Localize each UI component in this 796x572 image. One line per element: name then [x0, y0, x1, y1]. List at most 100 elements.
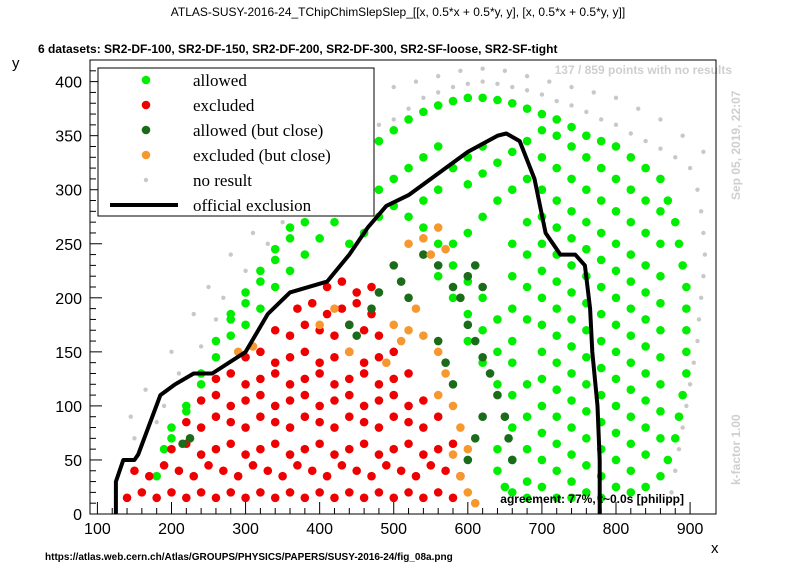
- no-result-point: [435, 74, 441, 79]
- allowed-point: [641, 342, 650, 351]
- allowed-point: [582, 152, 591, 162]
- allowed-point: [567, 423, 576, 432]
- excluded-close-point: [330, 304, 339, 313]
- excluded-point: [226, 417, 236, 427]
- excluded-point: [389, 412, 399, 422]
- allowed-point: [582, 131, 591, 140]
- legend: allowed excluded allowed (but close) exclud…: [97, 67, 375, 217]
- allowed-point: [656, 471, 665, 481]
- allowed-point: [626, 250, 636, 259]
- allowed-close-point: [404, 293, 413, 303]
- allowed-point: [641, 261, 650, 270]
- no-result-point: [524, 88, 530, 93]
- no-result-point: [198, 344, 204, 349]
- excluded-point: [359, 358, 369, 367]
- excluded-close-point: [463, 444, 473, 454]
- no-result-point: [265, 241, 270, 246]
- allowed-point: [500, 482, 510, 492]
- no-result-point: [161, 403, 167, 409]
- excluded-close-point: [448, 450, 458, 459]
- excluded-close-point: [441, 369, 450, 378]
- allowed-point: [611, 142, 621, 151]
- allowed-close-point: [485, 369, 495, 378]
- excluded-point: [315, 417, 324, 427]
- excluded-close-point: [389, 320, 399, 330]
- allowed-point: [537, 428, 547, 438]
- excluded-point: [285, 396, 295, 405]
- allowed-point: [552, 439, 562, 449]
- excluded-point: [330, 331, 339, 340]
- excluded-point: [285, 488, 295, 497]
- allowed-close-point: [470, 261, 480, 270]
- excluded-point: [256, 390, 265, 400]
- allowed-close-point: [504, 434, 513, 443]
- allowed-point: [537, 293, 547, 303]
- allowed-point: [493, 347, 502, 357]
- allowed-close-point: [470, 434, 480, 443]
- allowed-point: [567, 142, 576, 151]
- excluded-point: [241, 379, 250, 389]
- excluded-close-point: [315, 320, 324, 330]
- legend-marker: [141, 125, 151, 135]
- allowed-point: [507, 98, 517, 108]
- allowed-close-point: [478, 352, 487, 362]
- x-tick-label: 700: [529, 521, 556, 538]
- allowed-point: [682, 282, 691, 292]
- allowed-point: [522, 174, 532, 184]
- excluded-point: [167, 488, 176, 497]
- allowed-point: [196, 379, 206, 389]
- no-result-point: [598, 117, 604, 122]
- allowed-point: [552, 412, 562, 422]
- allowed-point: [641, 288, 650, 297]
- allowed-close-point: [441, 358, 450, 367]
- allowed-point: [507, 147, 517, 157]
- excluded-point: [374, 450, 384, 459]
- excluded-close-point: [456, 423, 465, 432]
- excluded-point: [256, 444, 265, 454]
- allowed-point: [596, 136, 606, 146]
- allowed-point: [404, 115, 413, 124]
- excluded-point: [204, 461, 213, 470]
- excluded-point: [300, 444, 310, 454]
- allowed-point: [478, 212, 487, 222]
- allowed-point: [433, 101, 443, 110]
- excluded-point: [433, 412, 443, 422]
- no-result-point: [128, 414, 133, 419]
- no-result-point: [691, 360, 696, 365]
- allowed-point: [674, 412, 684, 422]
- allowed-close-point: [478, 282, 487, 292]
- allowed-point: [241, 320, 250, 330]
- excluded-point: [300, 493, 310, 503]
- excluded-point: [404, 439, 413, 449]
- allowed-point: [552, 358, 562, 367]
- no-result-point: [680, 133, 685, 138]
- excluded-point: [404, 369, 413, 378]
- excluded-point: [367, 471, 376, 481]
- allowed-point: [596, 390, 606, 400]
- excluded-point: [359, 369, 369, 378]
- allowed-point: [404, 163, 413, 173]
- no-result-point: [669, 490, 674, 495]
- no-result-point: [176, 371, 182, 376]
- excluded-point: [315, 401, 324, 411]
- excluded-point: [300, 412, 310, 422]
- excluded-point: [374, 488, 384, 497]
- no-result-point: [569, 103, 574, 108]
- allowed-point: [611, 239, 621, 249]
- excluded-point: [241, 450, 250, 459]
- excluded-point: [300, 390, 310, 400]
- allowed-point: [678, 261, 687, 270]
- allowed-point: [537, 347, 547, 357]
- allowed-point: [611, 266, 621, 276]
- no-result-point: [643, 138, 648, 144]
- allowed-point: [300, 250, 310, 259]
- allowed-point: [315, 234, 324, 243]
- allowed-point: [552, 493, 562, 503]
- allowed-point: [552, 163, 562, 173]
- allowed-close-point: [433, 261, 443, 270]
- excluded-point: [344, 390, 354, 400]
- excluded-close-point: [456, 471, 465, 481]
- allowed-point: [582, 434, 591, 443]
- excluded-point: [344, 444, 354, 454]
- allowed-point: [611, 320, 621, 330]
